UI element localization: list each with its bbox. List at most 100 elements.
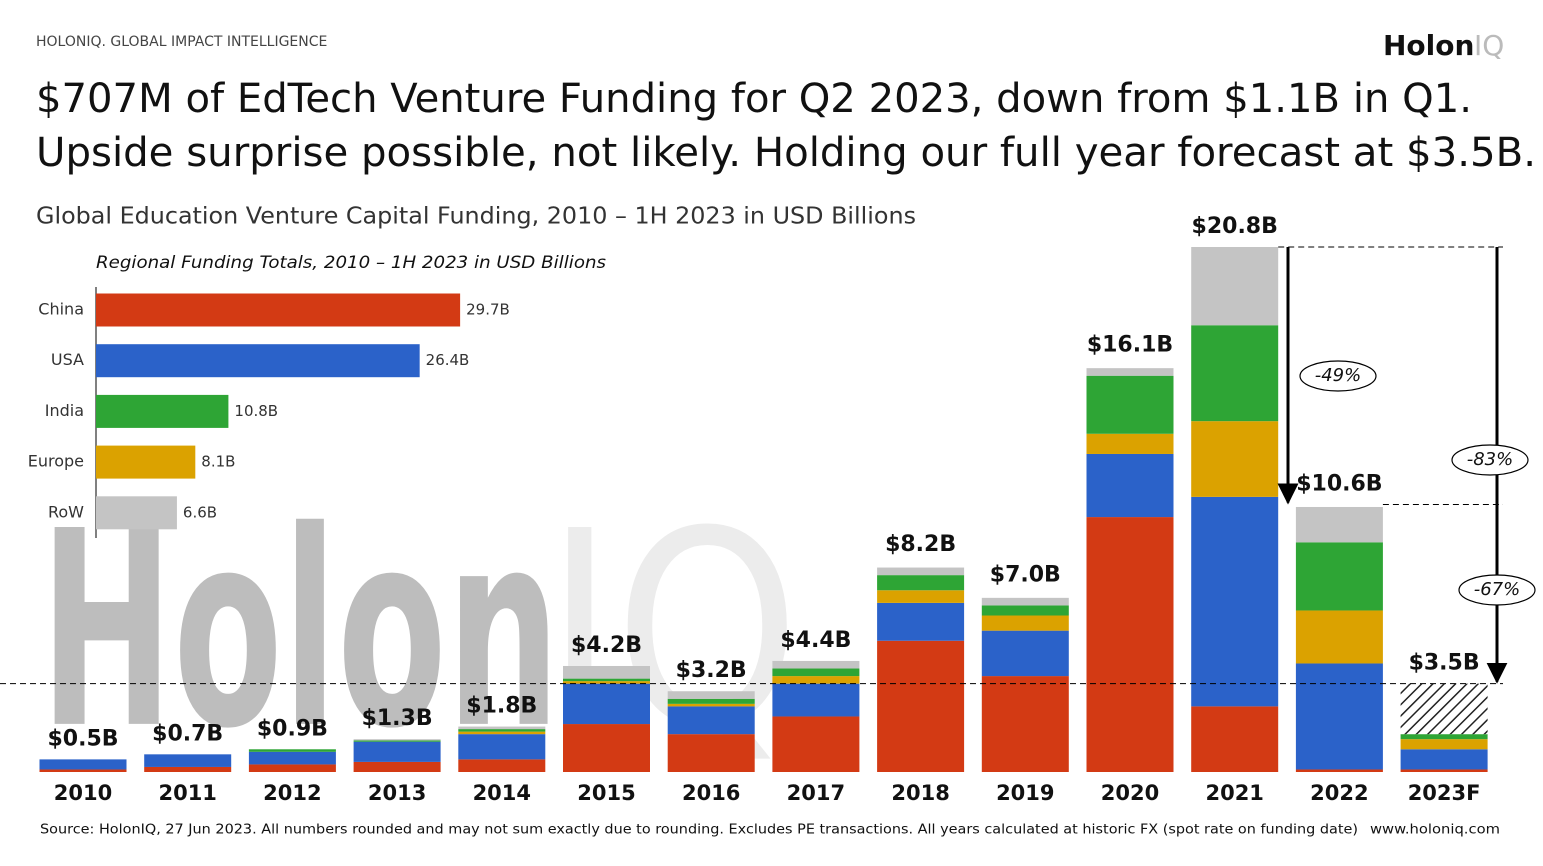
bar-segment (1086, 453, 1174, 518)
x-tick-label: 2020 (1101, 781, 1159, 805)
x-tick-label: 2017 (787, 781, 845, 805)
bar-segment (1086, 433, 1174, 454)
bar-segment (458, 759, 546, 772)
bar-segment (1086, 517, 1174, 772)
bar-segment (981, 597, 1069, 606)
bar-segment (1295, 542, 1383, 611)
total-label: $0.5B (47, 726, 118, 751)
brand: HOLONIQ. GLOBAL IMPACT INTELLIGENCE (36, 34, 327, 50)
x-tick-label: 2011 (158, 781, 216, 805)
bar-segment (772, 660, 860, 669)
bar-segment (1086, 375, 1174, 434)
x-tick-label: 2015 (577, 781, 635, 805)
value-label: 6.6B (183, 503, 217, 521)
bar-segment (667, 706, 755, 735)
bar-segment (1400, 683, 1488, 735)
bar-segment (877, 602, 965, 641)
bar-segment (1191, 325, 1279, 422)
bar-segment (981, 630, 1069, 677)
bar-segment (39, 759, 127, 770)
bar-segment (458, 726, 546, 730)
bar-segment (877, 640, 965, 772)
bar-segment (563, 681, 650, 684)
x-tick-label: 2016 (682, 781, 740, 805)
bar-segment (772, 668, 860, 677)
total-label: $8.2B (885, 532, 956, 557)
x-tick-label: 2014 (473, 781, 531, 805)
bar-segment (458, 729, 546, 732)
bar (96, 445, 196, 479)
bar-segment (981, 676, 1069, 772)
bar-segment (144, 754, 232, 767)
x-tick-label: 2019 (996, 781, 1054, 805)
bar-segment (667, 703, 755, 707)
bar-segment (772, 716, 860, 772)
bar-segment (353, 741, 441, 762)
bar-segment (877, 590, 965, 603)
x-tick-label: 2012 (263, 781, 321, 805)
bar-segment (981, 615, 1069, 631)
subtitle: Global Education Venture Capital Funding… (36, 204, 916, 230)
logo-iq: IQ (1474, 29, 1504, 62)
bar-segment (1400, 734, 1488, 740)
total-label: $3.2B (676, 658, 747, 683)
bar-segment (458, 731, 546, 735)
bar (96, 344, 420, 378)
inset-title: Regional Funding Totals, 2010 – 1H 2023 … (96, 253, 606, 273)
bar-segment (248, 764, 336, 772)
category-label: China (38, 300, 84, 319)
total-label: $4.4B (780, 628, 851, 653)
total-label: $1.8B (466, 694, 537, 719)
annotation: -49% (1315, 365, 1362, 386)
annotation-bubble (1451, 444, 1529, 476)
total-label: $20.8B (1192, 214, 1278, 239)
title-line: Upside surprise possible, not likely. Ho… (36, 130, 1536, 176)
value-label: 8.1B (201, 453, 235, 471)
category-label: India (45, 401, 84, 420)
bar-segment (353, 761, 441, 772)
bar-segment (1400, 769, 1488, 772)
bar-segment (667, 691, 755, 699)
website: www.holoniq.com (1370, 823, 1500, 838)
annotation: -67% (1474, 579, 1521, 600)
bar-segment (353, 740, 441, 742)
value-label: 10.8B (234, 402, 278, 420)
total-label: $7.0B (990, 562, 1061, 587)
logo-holon: Holon (1383, 29, 1474, 62)
bar-segment (353, 739, 441, 741)
bar-segment (1191, 706, 1279, 772)
bar-segment (1191, 421, 1279, 497)
x-tick-label: 2023F (1408, 781, 1481, 805)
annotation-bubble (1299, 360, 1377, 392)
bar-segment (667, 698, 755, 704)
bar-segment (563, 683, 650, 725)
bar-segment (772, 683, 860, 717)
total-label: $1.3B (362, 706, 433, 731)
bar-segment (1400, 739, 1488, 750)
bar-segment (248, 749, 336, 752)
category-label: Europe (28, 452, 84, 471)
bar-segment (667, 734, 755, 772)
value-label: 26.4B (426, 351, 470, 369)
value-label: 29.7B (466, 301, 510, 319)
bar-segment (563, 665, 650, 679)
bar (96, 293, 461, 327)
x-tick-label: 2021 (1205, 781, 1263, 805)
bar-segment (772, 676, 860, 684)
bar-segment (39, 769, 127, 772)
total-label: $4.2B (571, 633, 642, 658)
total-label: $0.7B (152, 721, 223, 746)
category-label: RoW (48, 502, 84, 521)
x-tick-label: 2018 (891, 781, 949, 805)
bar-segment (981, 605, 1069, 616)
bar (96, 496, 177, 530)
bar-segment (1191, 496, 1279, 707)
bar-segment (1400, 749, 1488, 770)
total-label: $3.5B (1409, 651, 1480, 676)
annotation: -83% (1467, 449, 1514, 470)
title-line: $707M of EdTech Venture Funding for Q2 2… (36, 76, 1472, 122)
x-tick-label: 2022 (1310, 781, 1368, 805)
bar-segment (1295, 663, 1383, 770)
x-tick-label: 2013 (368, 781, 426, 805)
bar-segment (1295, 610, 1383, 664)
